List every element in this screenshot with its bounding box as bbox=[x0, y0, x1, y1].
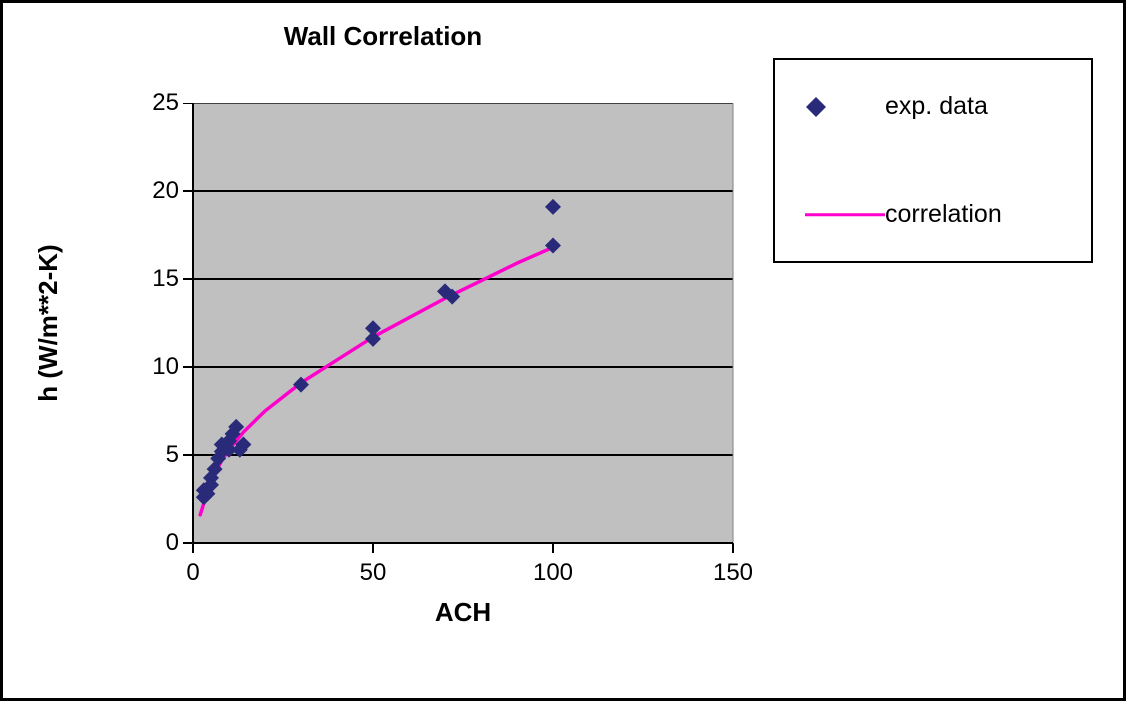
plot-svg bbox=[73, 103, 735, 555]
legend-label: exp. data bbox=[885, 92, 988, 121]
y-tick-label: 10 bbox=[133, 353, 179, 381]
y-tick-label: 25 bbox=[133, 89, 179, 117]
legend-label: correlation bbox=[885, 200, 1002, 229]
legend-item: exp. data bbox=[805, 92, 988, 121]
x-tick-label: 0 bbox=[163, 559, 223, 587]
y-tick-label: 15 bbox=[133, 265, 179, 293]
y-tick-label: 20 bbox=[133, 177, 179, 205]
plot-background bbox=[193, 103, 733, 543]
x-tick-label: 100 bbox=[523, 559, 583, 587]
x-tick-label: 150 bbox=[703, 559, 763, 587]
x-tick-label: 50 bbox=[343, 559, 403, 587]
chart-title: Wall Correlation bbox=[3, 21, 763, 52]
plot-area bbox=[73, 103, 735, 555]
x-axis-label: ACH bbox=[193, 597, 733, 628]
y-axis-label: h (W/m**2-K) bbox=[33, 103, 64, 543]
legend-item: correlation bbox=[805, 200, 1002, 229]
y-tick-label: 5 bbox=[133, 441, 179, 469]
y-tick-label: 0 bbox=[133, 529, 179, 557]
legend: exp. data correlation bbox=[773, 58, 1093, 263]
chart-frame: Wall Correlation h (W/m**2-K) ACH 0 5 10 15… bbox=[0, 0, 1126, 701]
legend-swatch-line-icon bbox=[805, 205, 885, 225]
legend-swatch-diamond-icon bbox=[805, 96, 885, 118]
